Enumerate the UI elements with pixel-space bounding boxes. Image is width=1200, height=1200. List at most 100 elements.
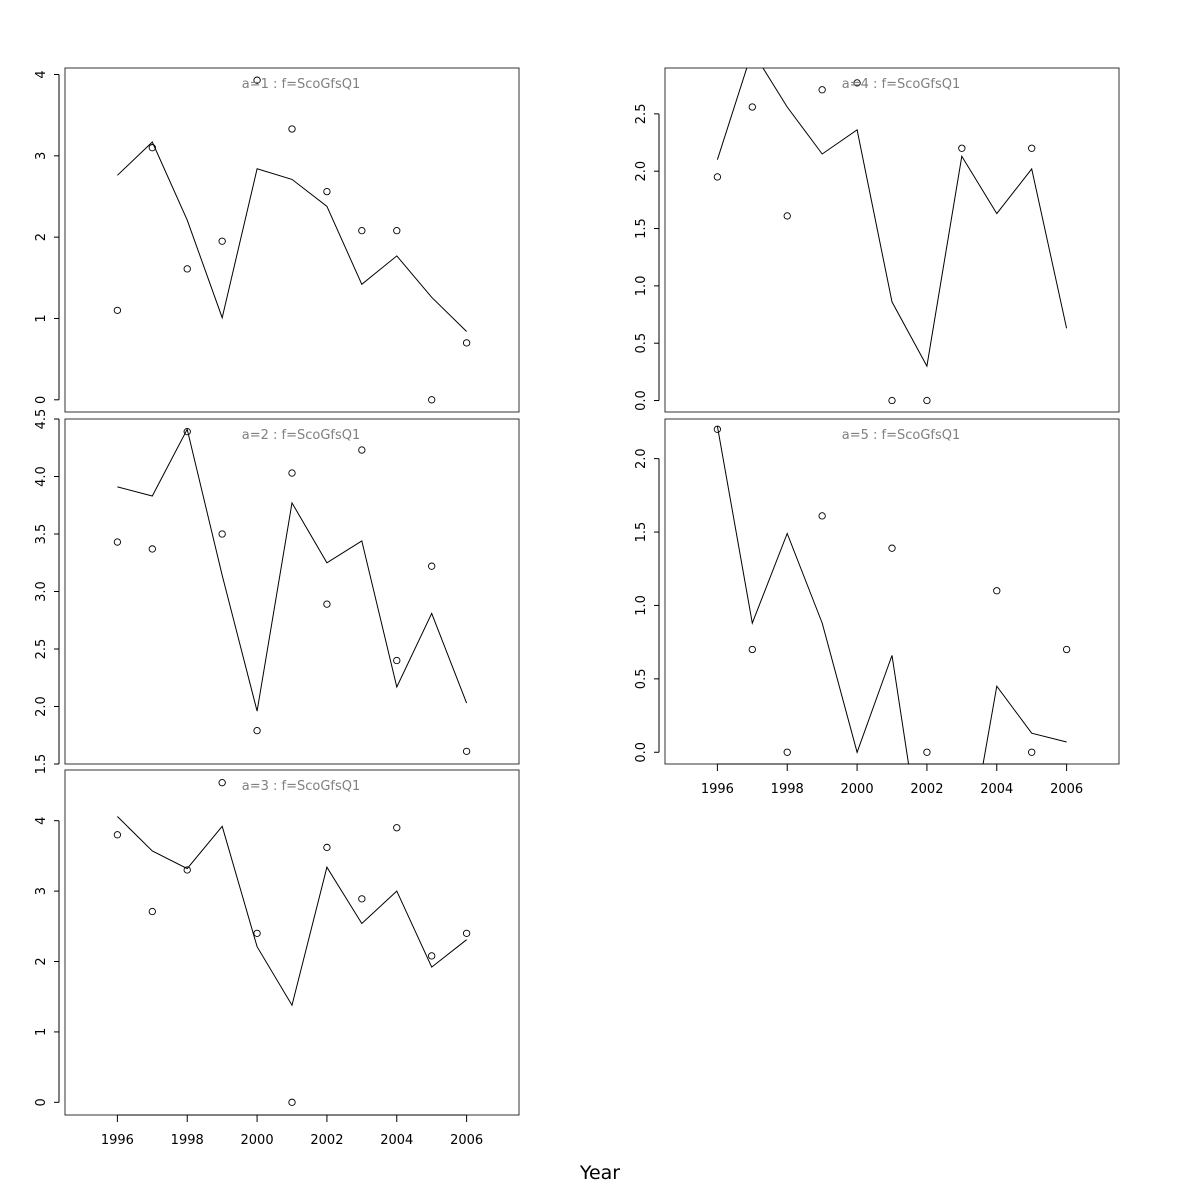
panel-3-x-tick-label: 2000 xyxy=(241,1133,274,1148)
panel-1-y-tick-label: 2 xyxy=(34,233,49,241)
panel-4-observed-point xyxy=(923,396,931,405)
panel-5-y-tick-label: 1.0 xyxy=(634,595,649,616)
panel-4: 0.0 0.5 1.0 1.5 2.0 2.5 a=4 : f=ScoGfsQ1 xyxy=(634,67,1120,413)
panel-1-observed-point xyxy=(323,187,331,196)
panel-4-observed-point xyxy=(783,212,791,220)
panel-2-title: a=2 : f=ScoGfsQ1 xyxy=(242,428,361,443)
panel-1-y-tick-label: 1 xyxy=(34,314,49,322)
panel-2-observed-point xyxy=(462,747,471,755)
panel-2-y-tick-label: 3.0 xyxy=(34,581,49,602)
panel-5-observed-point xyxy=(1028,748,1036,756)
panel-2-observed-point xyxy=(288,469,296,477)
panel-5-y-tick-label: 1.5 xyxy=(634,522,649,543)
panel-4-title: a=4 : f=ScoGfsQ1 xyxy=(842,77,961,92)
panel-3-observed-point xyxy=(323,843,331,852)
panel-1-y-tick-label: 3 xyxy=(34,152,49,160)
panel-3-observed-point xyxy=(393,824,401,832)
panel-3-x-tick-label: 2004 xyxy=(380,1133,413,1148)
panel-4-y-tick-label: 0.0 xyxy=(634,390,649,411)
panel-2-observed-point xyxy=(113,538,122,546)
panel-1-observed-point xyxy=(148,144,156,152)
panel-5-x-tick-label: 1998 xyxy=(771,782,804,797)
panel-3-x-tick-label: 2002 xyxy=(310,1133,343,1148)
panel-4-observed-point xyxy=(958,144,966,152)
panel-3-y-tick-label: 4 xyxy=(34,817,49,825)
panel-5-x-tick-label: 2004 xyxy=(980,782,1013,797)
panel-5-x-tick-label: 2000 xyxy=(841,782,874,797)
panel-5-y-tick-label: 0.5 xyxy=(634,669,649,690)
panel-3-observed-point xyxy=(358,895,366,903)
panel-3-observed-point xyxy=(253,929,261,937)
panel-5-frame xyxy=(664,418,1120,765)
panel-5-y-tick-label: 2.0 xyxy=(634,448,649,469)
panel-3-y-tick-label: 0 xyxy=(34,1098,49,1106)
panel-5-observed-point xyxy=(993,587,1001,595)
panel-4-observed-point xyxy=(853,79,861,87)
panel-3-observed-point xyxy=(218,779,226,787)
panel-2-observed-point xyxy=(183,427,191,436)
panel-1-observed-point xyxy=(218,237,226,245)
panel-1-y-tick-label: 0 xyxy=(34,396,49,404)
panel-1-observed-point xyxy=(393,226,401,235)
panel-1-y-tick-label: 4 xyxy=(34,70,49,78)
panel-1-title: a=1 : f=ScoGfsQ1 xyxy=(242,77,361,92)
panel-4-y-tick-label: 2.5 xyxy=(634,104,649,125)
panel-4-y-tick-label: 0.5 xyxy=(634,333,649,354)
panel-4-y-tick-label: 2.0 xyxy=(634,161,649,182)
panel-3-observed-point xyxy=(148,907,156,916)
panels: 0 1 2 3 4 a=1 : f=ScoGfsQ1 1.5 2.0 2.5 3.0 3.5 4.0 4… xyxy=(34,67,1120,1148)
panel-4-observed-point xyxy=(818,86,826,94)
panel-4-observed-point xyxy=(748,103,756,111)
panel-3-observed-point xyxy=(428,952,436,960)
panel-2-y-tick-label: 3.5 xyxy=(34,524,49,545)
panel-3-title: a=3 : f=ScoGfsQ1 xyxy=(242,779,361,794)
panel-1-observed-point xyxy=(253,76,261,84)
panel-2-y-tick-label: 2.0 xyxy=(34,696,49,717)
panel-2-y-tick-label: 2.5 xyxy=(34,639,49,660)
panel-5-x-tick-label: 1996 xyxy=(701,782,734,797)
panel-3-observed-point xyxy=(288,1098,296,1106)
panel-2-fitted-line xyxy=(117,427,468,712)
panel-3: 0 1 2 3 4 1996 1998 2000 2002 2004 2006 a=3 : f=Sco… xyxy=(34,769,520,1148)
panel-1: 0 1 2 3 4 a=1 : f=ScoGfsQ1 xyxy=(34,67,520,413)
panel-1-observed-point xyxy=(113,306,122,314)
panel-4-observed-point xyxy=(713,173,722,181)
panel-3-observed-point xyxy=(183,866,191,874)
panel-2-frame xyxy=(64,418,520,765)
panel-4-y-tick-label: 1.0 xyxy=(634,276,649,297)
panel-5-observed-point xyxy=(818,512,826,520)
panel-2-observed-point xyxy=(428,562,436,570)
panel-5-x-tick-label: 2006 xyxy=(1050,782,1083,797)
panel-5-observed-point xyxy=(783,748,791,756)
panel-5-observed-point xyxy=(923,748,931,756)
panel-3-x-tick-label: 2006 xyxy=(450,1133,483,1148)
panel-2-y-tick-label: 4.0 xyxy=(34,466,49,487)
panel-5-observed-point xyxy=(888,544,896,552)
panel-5-observed-point xyxy=(748,645,756,654)
panel-2-observed-point xyxy=(148,545,156,553)
panel-3-observed-point xyxy=(462,929,471,937)
panel-5: 0.0 0.5 1.0 1.5 2.0 1996 1998 2000 2002 2004 2006 a… xyxy=(634,418,1120,797)
panel-3-x-tick-label: 1998 xyxy=(171,1133,204,1148)
panel-4-observed-point xyxy=(888,396,896,405)
panel-3-x-tick-label: 1996 xyxy=(101,1133,134,1148)
panel-5-x-tick-label: 2002 xyxy=(910,782,943,797)
panel-4-frame xyxy=(664,67,1120,413)
panel-3-y-tick-label: 2 xyxy=(34,957,49,965)
panel-3-fitted-line xyxy=(117,816,467,1007)
panel-5-observed-point xyxy=(713,425,722,433)
panel-2-observed-point xyxy=(323,600,331,608)
panel-2: 1.5 2.0 2.5 3.0 3.5 4.0 4.5 a=2 : f=ScoGfsQ1 xyxy=(34,409,520,775)
panel-3-frame xyxy=(64,769,520,1116)
panel-2-y-tick-label: 1.5 xyxy=(34,754,49,775)
panel-2-observed-point xyxy=(253,727,261,735)
panel-4-y-tick-label: 1.5 xyxy=(634,218,649,239)
panel-1-observed-point xyxy=(462,339,471,347)
panel-5-observed-point xyxy=(1062,645,1071,654)
panel-5-title: a=5 : f=ScoGfsQ1 xyxy=(842,428,961,443)
panel-2-observed-point xyxy=(393,656,401,665)
panel-3-y-tick-label: 3 xyxy=(34,887,49,895)
panel-1-frame xyxy=(64,67,520,413)
panel-4-observed-point xyxy=(1028,144,1036,152)
